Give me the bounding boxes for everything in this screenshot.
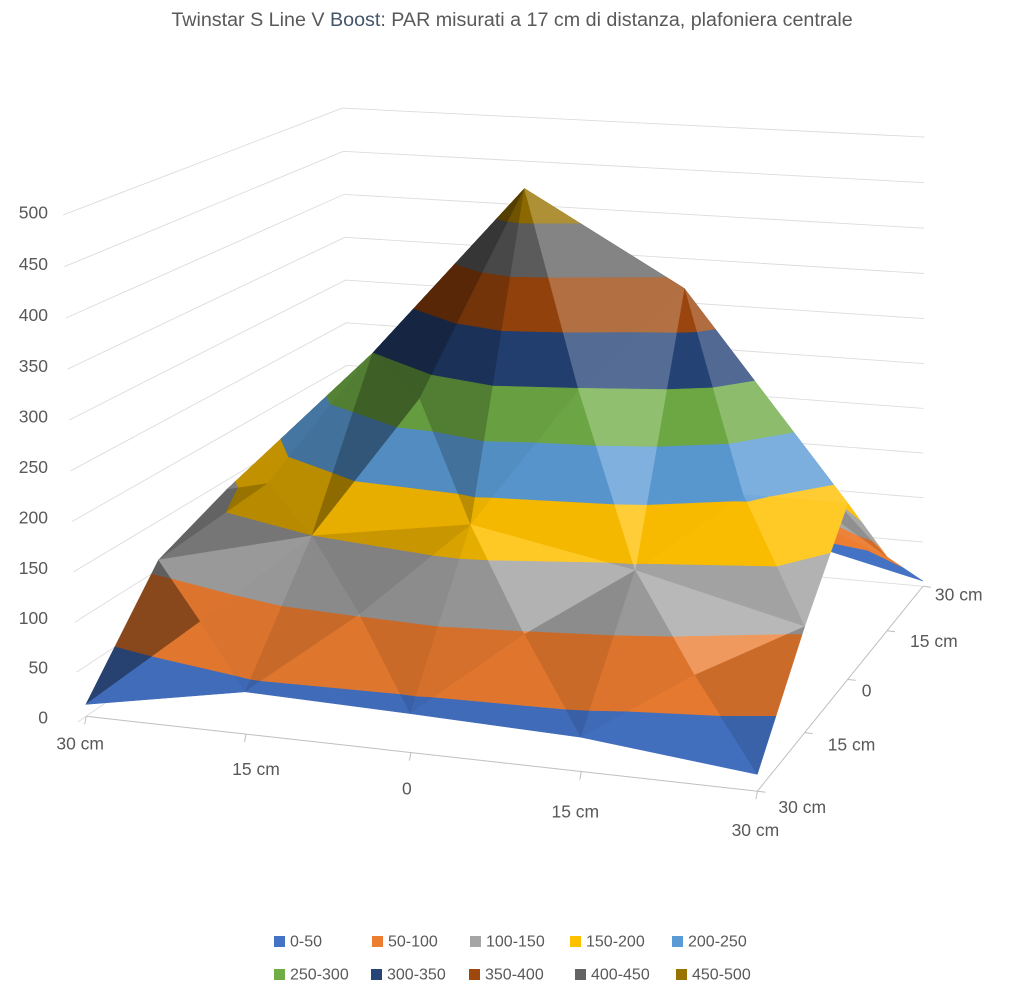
svg-text:0-50: 0-50 <box>290 934 322 951</box>
svg-text:50-100: 50-100 <box>388 934 438 951</box>
svg-text:0: 0 <box>38 707 48 727</box>
svg-text:250: 250 <box>19 457 48 477</box>
svg-text:30 cm: 30 cm <box>778 797 826 817</box>
svg-text:300-350: 300-350 <box>387 967 446 984</box>
svg-text:150-200: 150-200 <box>586 934 645 951</box>
svg-text:400: 400 <box>19 305 48 325</box>
svg-text:350-400: 350-400 <box>485 967 544 984</box>
svg-text:450: 450 <box>19 254 48 274</box>
svg-text:300: 300 <box>19 407 48 427</box>
svg-text:15 cm: 15 cm <box>910 631 958 651</box>
svg-text:Twinstar S Line V Boost: PAR m: Twinstar S Line V Boost: PAR misurati a … <box>171 9 852 31</box>
svg-text:100-150: 100-150 <box>486 934 545 951</box>
svg-text:500: 500 <box>19 202 48 222</box>
svg-text:100: 100 <box>19 608 48 628</box>
svg-text:30 cm: 30 cm <box>732 820 780 840</box>
svg-text:15 cm: 15 cm <box>828 735 876 755</box>
svg-text:200-250: 200-250 <box>688 934 747 951</box>
svg-text:0: 0 <box>862 680 872 700</box>
svg-text:400-450: 400-450 <box>591 967 650 984</box>
svg-text:200: 200 <box>19 508 48 528</box>
svg-text:30 cm: 30 cm <box>56 733 104 753</box>
svg-text:50: 50 <box>29 658 49 678</box>
svg-text:0: 0 <box>402 779 412 799</box>
svg-text:30 cm: 30 cm <box>935 584 983 604</box>
svg-text:450-500: 450-500 <box>692 967 751 984</box>
svg-text:15 cm: 15 cm <box>232 759 280 779</box>
svg-text:150: 150 <box>19 558 48 578</box>
svg-text:15 cm: 15 cm <box>551 802 599 822</box>
svg-text:250-300: 250-300 <box>290 967 349 984</box>
svg-text:350: 350 <box>19 356 48 376</box>
